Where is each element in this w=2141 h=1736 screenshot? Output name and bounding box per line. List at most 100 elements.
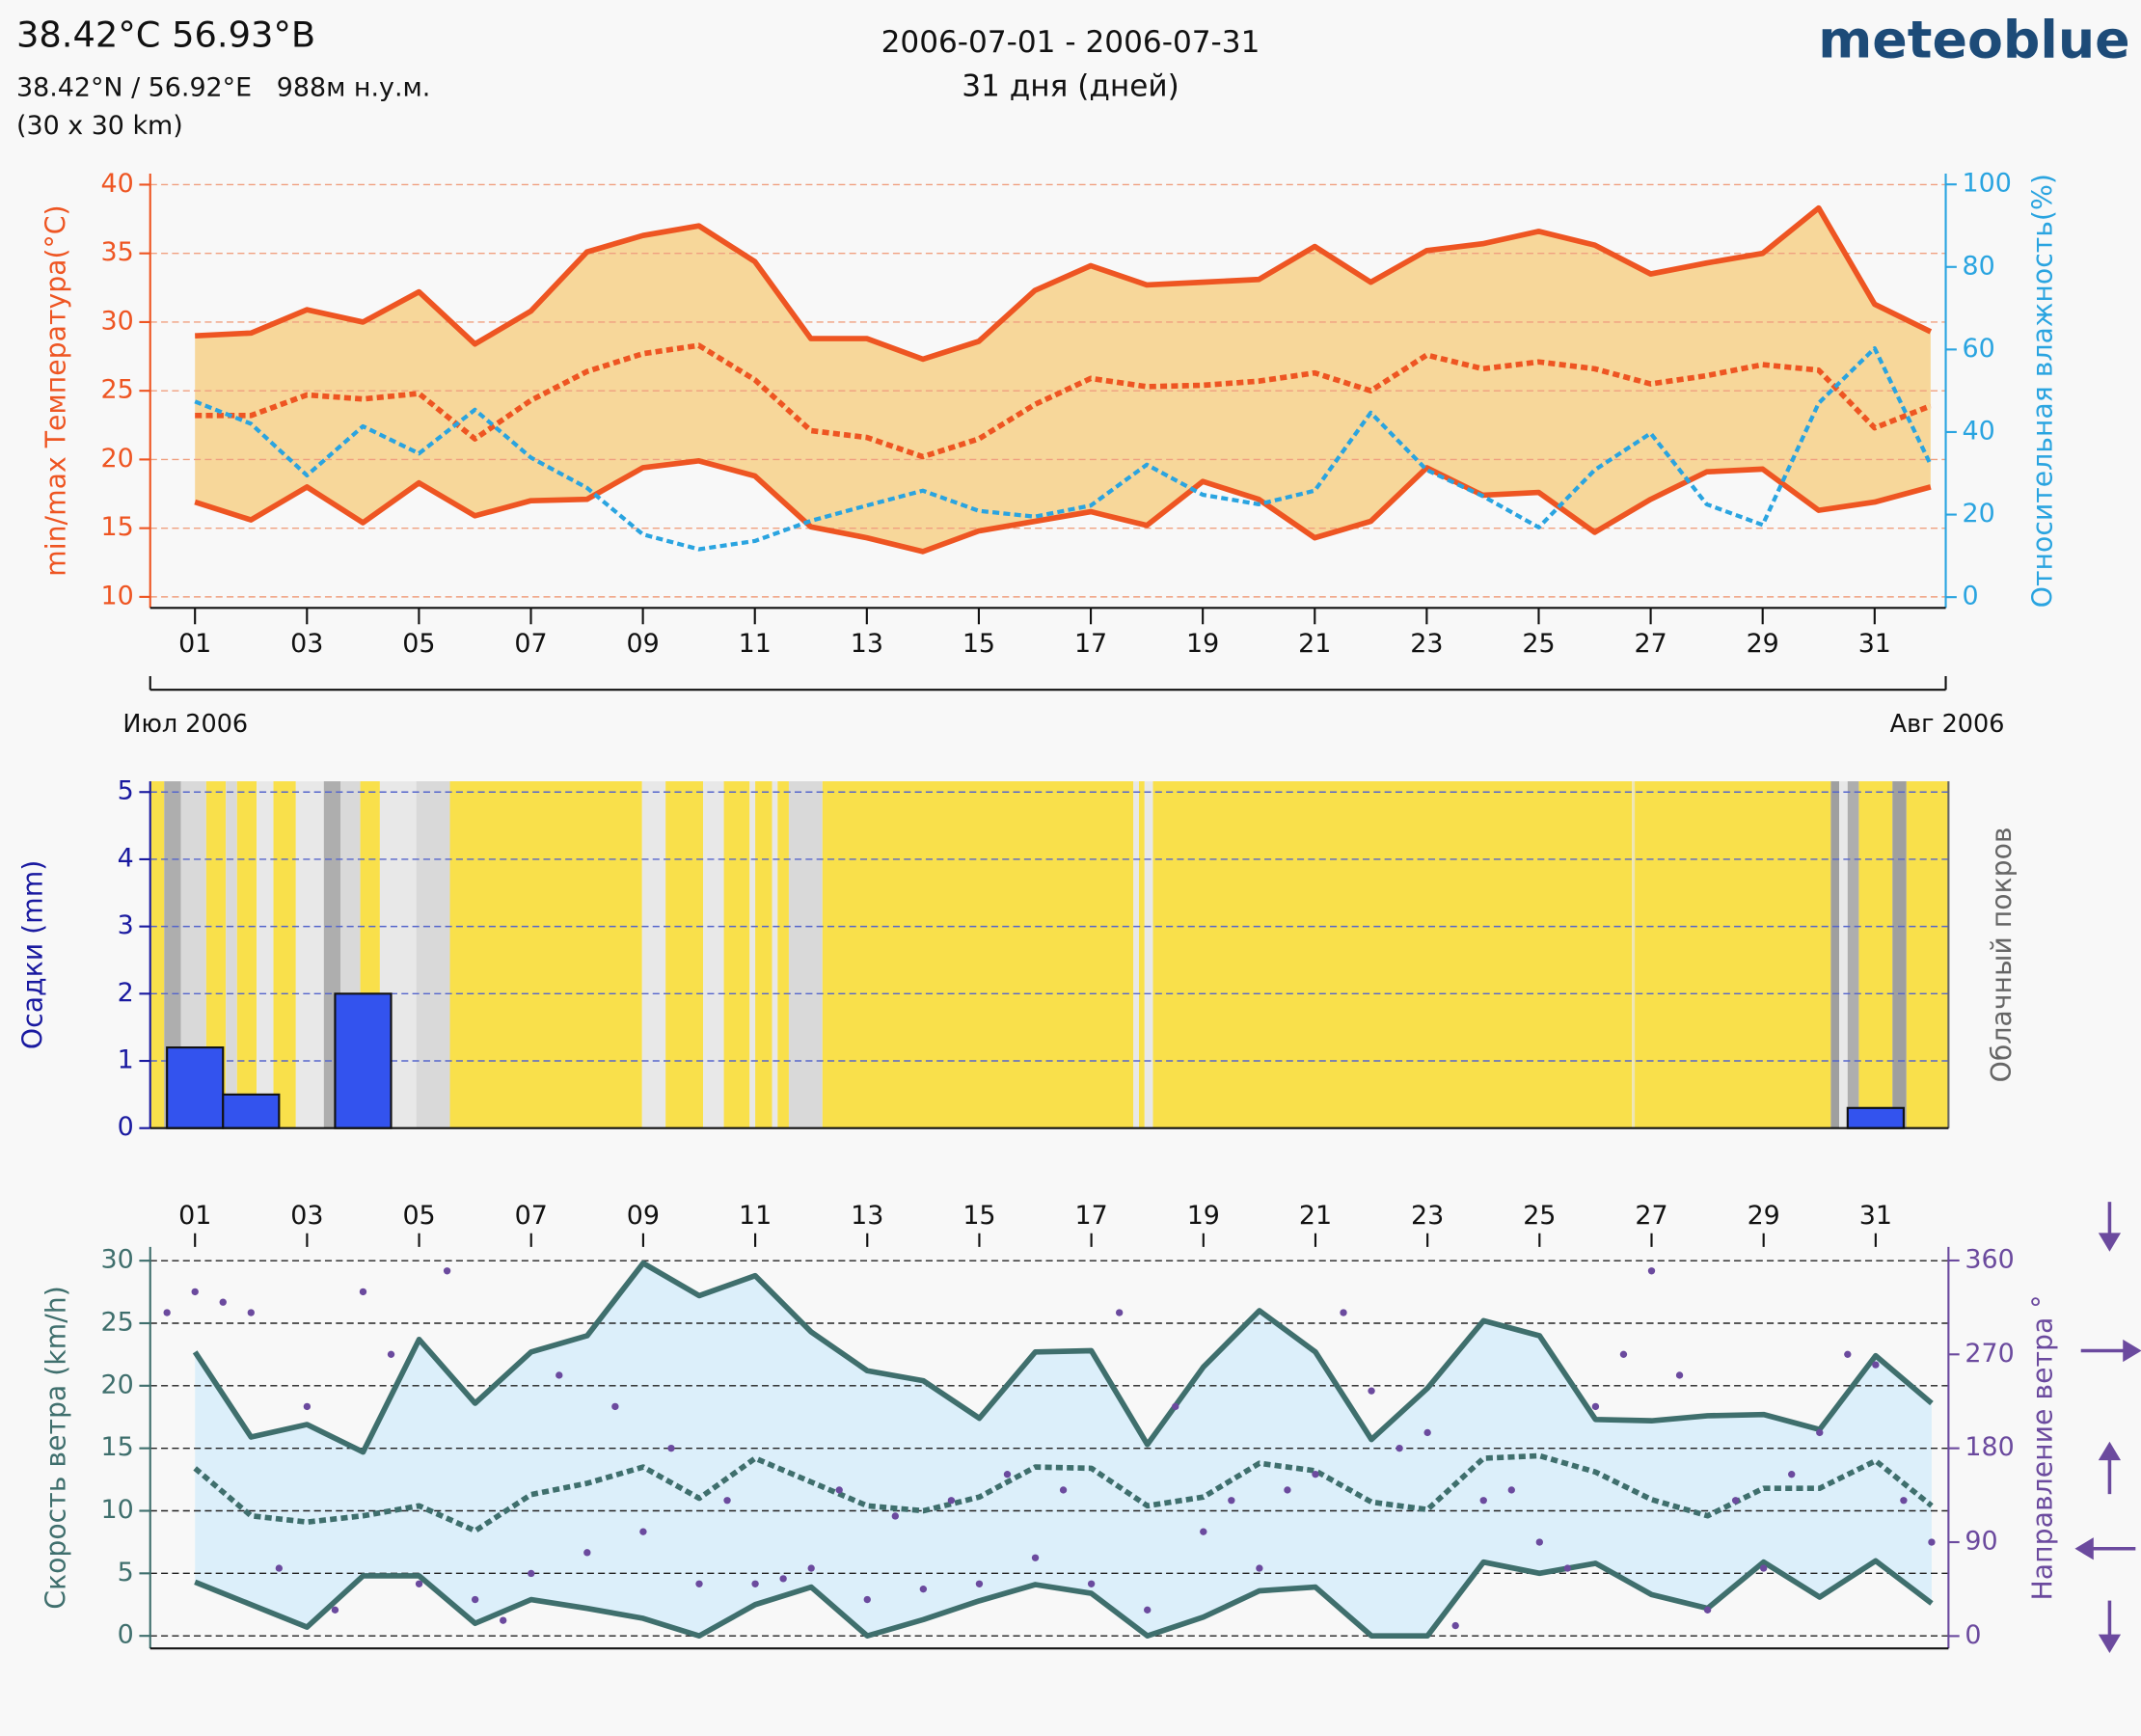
direction-arrows — [2074, 1202, 2141, 1653]
direction-dot — [1144, 1606, 1152, 1614]
cloud-cover — [1133, 781, 1139, 1128]
y2-tick-label: 40 — [1963, 416, 1995, 446]
x-tick-label: 21 — [1299, 1201, 1332, 1231]
direction-dot — [415, 1580, 423, 1587]
y-tick-label: 30 — [101, 1245, 134, 1275]
x-tick-label: 01 — [178, 1201, 211, 1231]
x-tick-label: 03 — [290, 629, 323, 659]
direction-dot — [1675, 1371, 1684, 1379]
series-line — [195, 204, 1933, 363]
x-tick-label: 03 — [290, 1201, 323, 1231]
cloud-cover — [257, 781, 274, 1128]
direction-dot — [387, 1350, 395, 1358]
logo: meteoblue — [1818, 10, 2129, 70]
bar — [166, 1046, 225, 1129]
y-tick-label: 15 — [101, 1432, 134, 1462]
y-tick-label: 20 — [101, 444, 134, 474]
direction-dot — [1396, 1444, 1403, 1452]
y-axis-label: Скорость ветра (km/h) — [40, 1286, 71, 1610]
direction-dot — [1228, 1497, 1235, 1505]
cloud-cover — [703, 781, 724, 1128]
y2-tick-label: 0 — [1965, 1620, 1981, 1650]
y-tick-label: 0 — [118, 1112, 134, 1142]
direction-dot — [471, 1595, 479, 1604]
cloud-cover — [1138, 781, 1145, 1128]
y-tick-label: 4 — [118, 843, 134, 873]
direction-dot — [1423, 1428, 1431, 1437]
direction-dot — [1928, 1538, 1936, 1546]
direction-dot — [1872, 1361, 1880, 1369]
x-tick-label: 07 — [515, 1201, 548, 1231]
y-tick-label: 25 — [101, 1307, 134, 1337]
x-tick-label: 17 — [1074, 629, 1107, 659]
y2-axis-label: Относительная влажность(%) — [2026, 174, 2058, 608]
direction-dot — [1703, 1606, 1712, 1614]
direction-dot — [891, 1512, 899, 1520]
direction-dot — [1340, 1309, 1347, 1316]
cloud-cover — [665, 781, 704, 1128]
y2-tick-label: 270 — [1965, 1339, 2014, 1369]
x-tick-label: 19 — [1187, 1201, 1220, 1231]
direction-dot — [1368, 1387, 1375, 1395]
y-tick-label: 5 — [118, 776, 134, 806]
cloud-cover — [1830, 781, 1840, 1128]
direction-dot — [1479, 1497, 1487, 1505]
cloud-cover — [236, 781, 257, 1128]
series-line — [194, 1558, 1934, 1640]
y-tick-label: 10 — [101, 1495, 134, 1525]
cloud-cover — [1635, 781, 1831, 1128]
y-tick-label: 2 — [118, 978, 134, 1008]
y2-tick-label: 90 — [1965, 1527, 1997, 1557]
cloud-cover — [1152, 781, 1633, 1128]
y2-tick-label: 20 — [1963, 499, 1995, 529]
x-tick-label: 09 — [627, 1201, 660, 1231]
cloud-cover — [1858, 781, 1893, 1128]
direction-dot — [1059, 1486, 1068, 1494]
direction-dot — [1788, 1471, 1796, 1478]
y2-tick-label: 80 — [1963, 251, 1995, 281]
direction-dot — [667, 1444, 675, 1452]
direction-dot — [1087, 1580, 1096, 1587]
direction-dot — [1591, 1402, 1600, 1411]
direction-dot — [1844, 1350, 1852, 1358]
x-tick-label: 11 — [739, 629, 772, 659]
x-tick-label: 13 — [851, 1201, 883, 1231]
y-tick-label: 10 — [101, 581, 134, 610]
x-tick-label: 25 — [1522, 629, 1555, 659]
direction-dot — [863, 1595, 871, 1604]
direction-dot — [807, 1564, 815, 1572]
direction-dot — [1115, 1309, 1124, 1316]
y-tick-label: 25 — [101, 375, 134, 405]
y2-axis-label: Направление ветра ° — [2026, 1295, 2058, 1601]
x-tick-label: 15 — [962, 1201, 995, 1231]
bar — [1846, 1106, 1905, 1129]
direction-dot — [1900, 1497, 1908, 1505]
x-tick-label: 27 — [1635, 1201, 1667, 1231]
direction-dot — [500, 1616, 507, 1624]
direction-dot — [1256, 1564, 1263, 1572]
direction-dot — [835, 1486, 843, 1494]
bar — [222, 1093, 281, 1129]
x-tick-label: 01 — [178, 629, 211, 659]
direction-dot — [1284, 1486, 1291, 1494]
series-line — [193, 1452, 1934, 1534]
x-tick-label: 19 — [1186, 629, 1219, 659]
cloud-cover — [749, 781, 756, 1128]
x-tick-label: 31 — [1858, 629, 1891, 659]
direction-dot — [1619, 1350, 1628, 1358]
x-tick-label: 13 — [851, 629, 883, 659]
direction-dot — [359, 1288, 367, 1296]
y2-axis-label: Облачный покров — [1986, 827, 2018, 1082]
direction-dot — [751, 1580, 759, 1587]
x-tick-label: 29 — [1748, 1201, 1780, 1231]
series-line — [195, 342, 1932, 460]
x-tick-label: 23 — [1411, 1201, 1444, 1231]
x-tick-label: 23 — [1410, 629, 1443, 659]
direction-dot — [331, 1606, 339, 1614]
cloud-cover — [205, 781, 227, 1128]
range-band — [195, 1262, 1932, 1637]
x-tick-label: 31 — [1859, 1201, 1892, 1231]
x-tick-label: 21 — [1298, 629, 1331, 659]
range-band — [195, 207, 1931, 552]
direction-dot — [1731, 1497, 1740, 1505]
